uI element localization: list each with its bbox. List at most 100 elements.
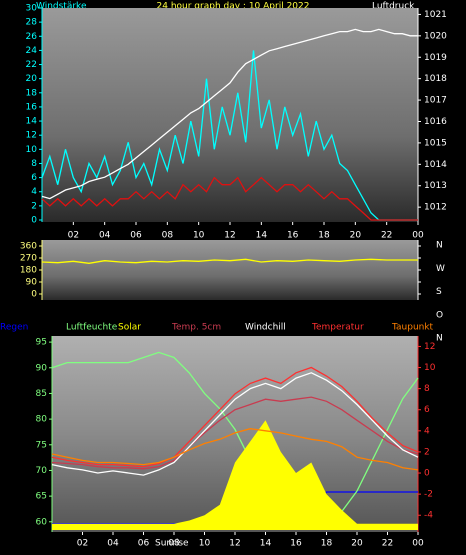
- y2-axis-label: Luftdruck: [372, 2, 415, 12]
- y-tick-label: 95: [36, 338, 47, 348]
- x-tick-label: 00: [412, 539, 424, 549]
- y2-tick-label: 1013: [424, 181, 447, 191]
- series-line: [51, 372, 419, 476]
- y2-tick-label: 1014: [424, 160, 447, 170]
- x-tick-label: 18: [318, 231, 330, 241]
- y-tick-label: 0: [31, 216, 37, 226]
- y-tick-label: 75: [36, 440, 47, 450]
- y2-tick-label: 1019: [424, 53, 447, 63]
- chart-title: 24 hour graph day : 10 April 2022: [157, 2, 310, 12]
- y-tick-label: 80: [36, 415, 48, 425]
- y2-tick-label: 6: [424, 405, 430, 415]
- y-tick-label: 18: [26, 88, 38, 98]
- y2-tick-label: 8: [424, 384, 430, 394]
- x-tick-label: 08: [168, 539, 180, 549]
- plot-background: [42, 240, 418, 300]
- y-tick-label: 65: [36, 492, 47, 502]
- y-axis-label: Windstärke: [36, 2, 87, 12]
- y2-tick-label: 12: [424, 342, 435, 352]
- legend-entry: Taupunkt: [391, 323, 434, 333]
- x-tick-label: 18: [321, 539, 333, 549]
- y2-tick-label: W: [436, 264, 445, 274]
- y2-tick-label: O: [436, 310, 443, 320]
- y-tick-label: 270: [20, 254, 37, 264]
- y2-tick-label: 2: [424, 447, 430, 457]
- y-tick-label: 24: [26, 46, 38, 56]
- y-tick-label: 180: [20, 266, 37, 276]
- y2-tick-label: 1015: [424, 138, 447, 148]
- series-line: [51, 428, 419, 471]
- y2-tick-label: 1018: [424, 74, 447, 84]
- y-tick-label: 28: [26, 18, 38, 28]
- y2-tick-label: 0: [424, 469, 430, 479]
- y2-tick-label: N: [436, 334, 443, 344]
- x-tick-label: 08: [162, 231, 174, 241]
- y2-tick-label: 1017: [424, 96, 447, 106]
- series-line: [51, 351, 419, 513]
- legend-entry: Temperatur: [311, 323, 364, 333]
- legend-entry: Regen: [0, 323, 28, 333]
- y2-tick-label: 1020: [424, 31, 447, 41]
- series-line: [51, 396, 419, 470]
- y-tick-label: 22: [26, 60, 37, 70]
- y-tick-label: 26: [26, 32, 38, 42]
- x-tick-label: 04: [107, 539, 119, 549]
- legend-entry: Windchill: [245, 323, 286, 333]
- y2-tick-label: -4: [424, 511, 433, 521]
- y-tick-label: 60: [36, 517, 48, 527]
- y2-tick-label: 10: [424, 363, 436, 373]
- x-tick-label: 00: [412, 231, 424, 241]
- x-tick-label: 10: [193, 231, 205, 241]
- x-tick-label: 16: [287, 231, 299, 241]
- x-tick-label: 20: [351, 539, 363, 549]
- y-tick-label: 8: [31, 159, 37, 169]
- x-tick-label: 06: [130, 231, 142, 241]
- x-tick-label: 14: [260, 539, 272, 549]
- x-tick-label: 16: [290, 539, 302, 549]
- y-tick-label: 4: [31, 187, 37, 197]
- legend-entry: Luftfeuchte: [66, 323, 118, 333]
- y2-tick-label: 1012: [424, 203, 447, 213]
- y-tick-label: 30: [26, 4, 38, 14]
- annotation: Sunrise: [155, 539, 189, 549]
- series-line: [41, 28, 418, 200]
- x-tick-label: 20: [350, 231, 362, 241]
- x-tick-label: 12: [224, 231, 235, 241]
- x-tick-label: 02: [77, 539, 88, 549]
- series-area: [52, 420, 418, 530]
- y-tick-label: 70: [36, 466, 48, 476]
- x-tick-label: 14: [256, 231, 268, 241]
- y2-tick-label: N: [436, 241, 443, 251]
- series-line: [41, 258, 418, 264]
- x-tick-label: 22: [382, 539, 393, 549]
- x-tick-label: 12: [229, 539, 240, 549]
- x-tick-label: 06: [138, 539, 150, 549]
- y-tick-label: 10: [26, 145, 38, 155]
- series-line: [51, 366, 419, 468]
- y2-tick-label: S: [436, 287, 442, 297]
- x-tick-label: 22: [381, 231, 392, 241]
- y2-tick-label: 4: [424, 426, 430, 436]
- x-tick-label: 10: [199, 539, 211, 549]
- y-tick-label: 14: [26, 117, 38, 127]
- y-tick-label: 90: [36, 363, 48, 373]
- y-tick-label: 20: [26, 74, 38, 84]
- plot-background: [42, 8, 418, 222]
- x-tick-label: 04: [99, 231, 111, 241]
- legend-entry: Solar: [118, 323, 141, 333]
- y-tick-label: 0: [31, 290, 37, 300]
- series-line: [41, 50, 418, 221]
- y-tick-label: 6: [31, 173, 37, 183]
- y2-tick-label: 1021: [424, 10, 447, 20]
- legend-entry: Temp. 5cm: [171, 323, 221, 333]
- y-tick-label: 360: [20, 242, 37, 252]
- y-tick-label: 85: [36, 389, 47, 399]
- y-tick-label: 12: [26, 131, 37, 141]
- y-tick-label: 16: [26, 102, 38, 112]
- y2-tick-label: 1016: [424, 117, 447, 127]
- series-line: [41, 176, 418, 221]
- y2-tick-label: -2: [424, 490, 433, 500]
- y-tick-label: 2: [31, 201, 37, 211]
